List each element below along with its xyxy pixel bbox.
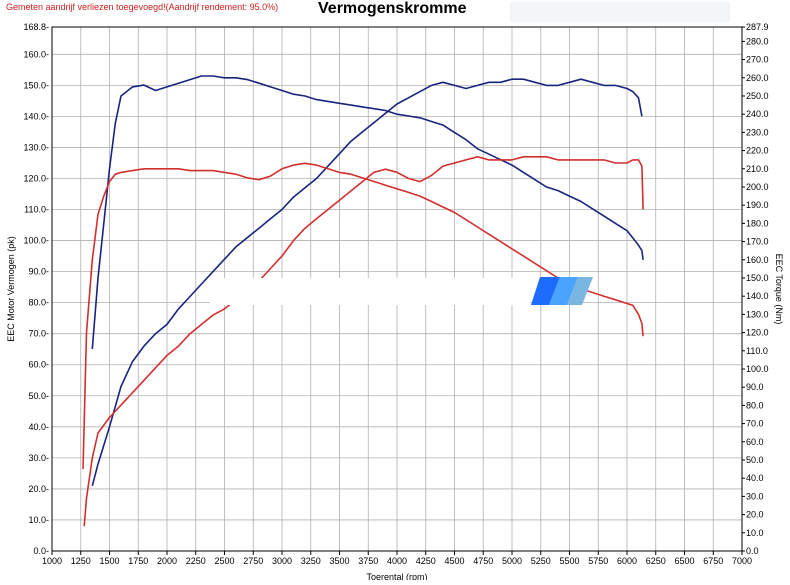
- y2-tick-label: 30.0: [746, 491, 764, 501]
- y2-tick-label: 110.0: [746, 346, 768, 356]
- y2-tick-label: 210.0: [746, 164, 769, 174]
- x-tick-label: 1500: [99, 556, 119, 566]
- y2-tick-label: 50.0: [746, 455, 764, 465]
- y-tick-label: 150.0-: [23, 80, 49, 90]
- overlay-stripe-1: [531, 277, 560, 305]
- y2-tick-label: 70.0: [746, 419, 764, 429]
- y2-tick-label: 80.0: [746, 400, 764, 410]
- x-tick-label: 4250: [416, 556, 436, 566]
- y2-axis-label: EEC Torque (Nm): [774, 254, 784, 325]
- y2-tick-label: 230.0: [746, 127, 769, 137]
- x-tick-label: 6250: [646, 556, 666, 566]
- y-tick-label: 80.0-: [28, 298, 49, 308]
- header-blank-box: [510, 2, 730, 22]
- x-tick-label: 4750: [473, 556, 493, 566]
- x-tick-label: 3250: [301, 556, 321, 566]
- y2-tick-label: 130.0: [746, 309, 769, 319]
- y2-tick-label: 287.9: [746, 22, 769, 32]
- y2-tick-label: 280.0: [746, 36, 769, 46]
- x-tick-label: 1000: [42, 556, 62, 566]
- y2-tick-label: 200.0: [746, 182, 769, 192]
- y2-tick-label: 170.0: [746, 237, 769, 247]
- x-tick-label: 5750: [588, 556, 608, 566]
- y2-tick-label: 190.0: [746, 200, 769, 210]
- y2-tick-label: 150.0: [746, 273, 769, 283]
- y2-tick-label: 160.0: [746, 255, 769, 265]
- series-line-1: [91, 78, 643, 487]
- x-tick-label: 2750: [243, 556, 263, 566]
- y2-tick-label: 250.0: [746, 91, 769, 101]
- y-tick-label: 50.0-: [28, 391, 49, 401]
- y-tick-label: 110.0-: [24, 205, 49, 215]
- y2-tick-label: 40.0: [746, 473, 764, 483]
- y-tick-label: 100.0-: [23, 236, 49, 246]
- y2-tick-label: 90.0: [746, 382, 764, 392]
- x-tick-label: 5250: [531, 556, 551, 566]
- x-tick-label: 1750: [128, 556, 148, 566]
- x-tick-label: 7000: [732, 556, 752, 566]
- x-tick-label: 5500: [559, 556, 579, 566]
- y2-tick-label: 180.0: [746, 218, 769, 228]
- y-tick-label: 30.0-: [28, 453, 49, 463]
- y-tick-label: 20.0-: [28, 484, 49, 494]
- x-tick-label: 4000: [387, 556, 407, 566]
- overlay-stripe-3: [567, 277, 593, 305]
- y-tick-label: 60.0-: [28, 360, 49, 370]
- series-line-3: [83, 156, 644, 527]
- y-tick-label: 120.0-: [23, 173, 49, 183]
- x-tick-label: 2500: [214, 556, 234, 566]
- x-tick-label: 4500: [444, 556, 464, 566]
- x-axis-label: Toerental (rpm): [366, 572, 427, 580]
- y2-tick-label: 140.0: [746, 291, 769, 301]
- chart-title: Vermogenskromme: [318, 0, 467, 17]
- y2-tick-label: 0.0: [746, 546, 759, 556]
- y2-tick-label: 240.0: [746, 109, 769, 119]
- x-tick-label: 1250: [71, 556, 91, 566]
- overlay-white-band: [210, 278, 530, 305]
- x-tick-label: 2000: [157, 556, 177, 566]
- x-tick-label: 2250: [186, 556, 206, 566]
- y-axis-label: EEC Motor Vermogen (pk): [6, 236, 16, 342]
- y-tick-label: 130.0-: [23, 142, 49, 152]
- x-tick-label: 3500: [329, 556, 349, 566]
- x-tick-label: 6500: [674, 556, 694, 566]
- x-tick-label: 3750: [358, 556, 378, 566]
- y-tick-label: 70.0-: [28, 329, 49, 339]
- x-tick-label: 6000: [617, 556, 637, 566]
- y2-tick-label: 60.0: [746, 437, 764, 447]
- y-tick-label: 10.0-: [28, 515, 49, 525]
- y-tick-label: 0.0-: [33, 546, 49, 556]
- y2-tick-label: 10.0: [746, 528, 764, 538]
- y2-tick-label: 270.0: [746, 55, 769, 65]
- y2-tick-label: 100.0: [746, 364, 769, 374]
- series-line-2: [91, 75, 644, 350]
- x-tick-label: 5000: [502, 556, 522, 566]
- y-tick-label: 140.0-: [23, 111, 49, 121]
- y2-tick-label: 260.0: [746, 73, 769, 83]
- overlay-stripe-2: [549, 277, 578, 305]
- y-tick-label: 40.0-: [28, 422, 49, 432]
- y-tick-label: 90.0-: [28, 267, 49, 277]
- y2-tick-label: 20.0: [746, 510, 764, 520]
- x-tick-label: 6750: [703, 556, 723, 566]
- y2-tick-label: 120.0: [746, 328, 769, 338]
- drive-loss-note: Gemeten aandrijf verliezen toegevoegd!(A…: [6, 2, 279, 12]
- x-tick-label: 3000: [272, 556, 292, 566]
- y-tick-label: 160.0-: [23, 49, 49, 59]
- y2-tick-label: 220.0: [746, 146, 769, 156]
- plot-frame: [51, 26, 743, 552]
- y-tick-label: 168.8-: [23, 22, 49, 32]
